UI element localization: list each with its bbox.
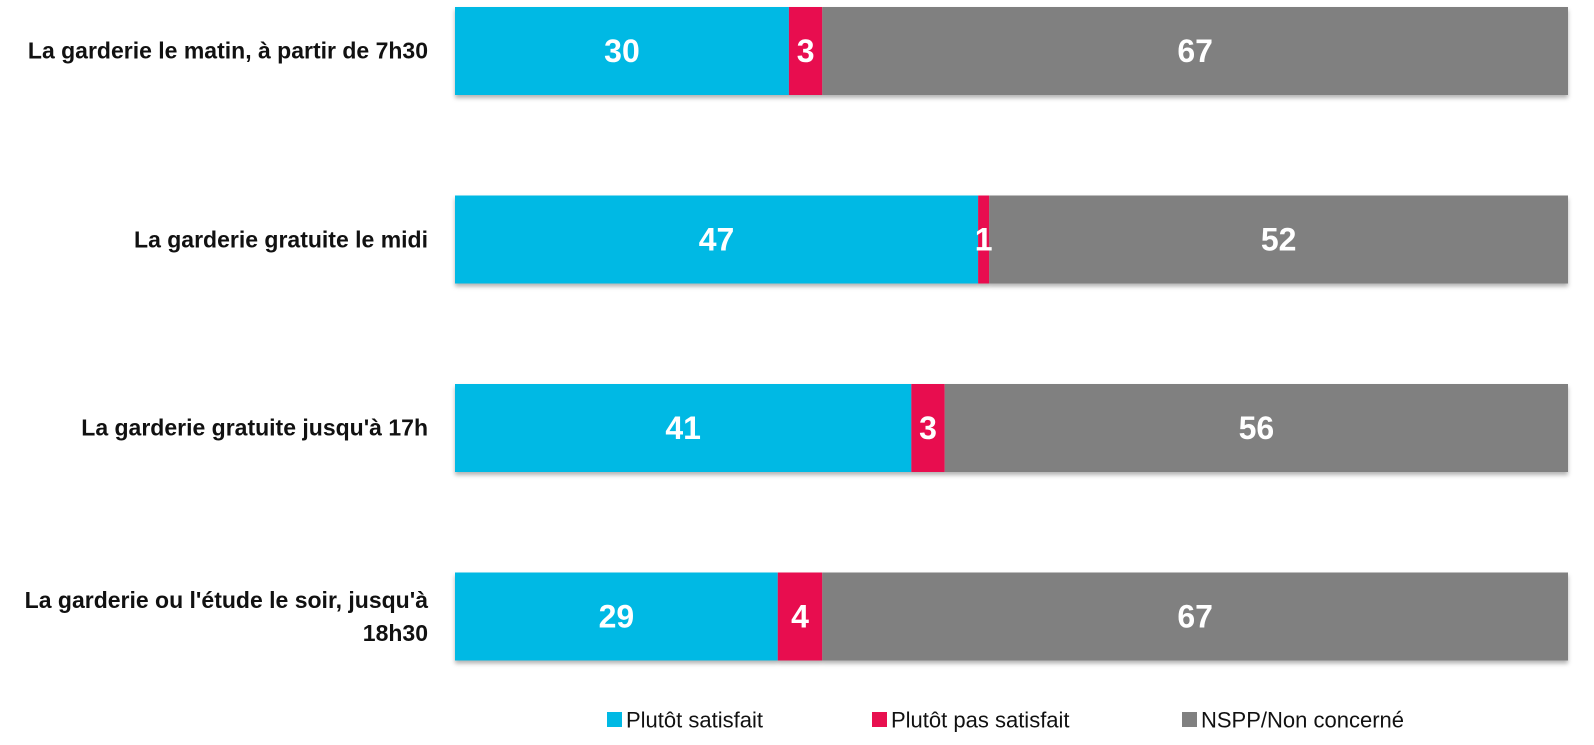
data-label: 30: [604, 33, 640, 69]
category-label: La garderie gratuite jusqu'à 17h: [81, 414, 428, 441]
legend-label: NSPP/Non concerné: [1201, 708, 1404, 733]
bar-segment: [944, 384, 1568, 472]
bar-segment: [455, 384, 912, 472]
bar-segment: [989, 195, 1568, 284]
bar-segment: [911, 384, 945, 472]
legend-swatch: [607, 712, 622, 727]
bar-segment: [788, 7, 823, 95]
bar-group: [455, 7, 1568, 95]
legend-swatch: [872, 712, 887, 727]
legend-label: Plutôt pas satisfait: [891, 708, 1070, 733]
bar-segment: [822, 7, 1568, 95]
bar-group: [455, 572, 1568, 661]
data-label: 3: [797, 33, 815, 69]
bar-group: [455, 195, 1568, 284]
bar-segment: [455, 7, 789, 95]
data-label: 3: [919, 410, 937, 446]
legend-label: Plutôt satisfait: [626, 708, 763, 733]
bar-segment: [455, 572, 778, 661]
data-label: 29: [599, 599, 635, 635]
category-label: La garderie le matin, à partir de 7h30: [27, 37, 428, 64]
bar-segment: [455, 195, 979, 284]
legend-swatch: [1182, 712, 1197, 727]
category-label: La garderie gratuite le midi: [134, 226, 428, 252]
data-label: 56: [1239, 410, 1275, 446]
bar-group: [455, 384, 1568, 472]
data-label: 47: [699, 222, 735, 258]
bar-segment: [822, 572, 1568, 661]
bar-segment: [978, 195, 990, 284]
data-label: 67: [1177, 33, 1213, 69]
bar-segment: [777, 572, 823, 661]
category-label: La garderie ou l'étude le soir, jusqu'à …: [24, 586, 428, 646]
data-label: 4: [791, 599, 809, 635]
data-label: 67: [1177, 599, 1213, 635]
data-label: 41: [665, 410, 701, 446]
data-label: 52: [1261, 222, 1297, 258]
data-label: 1: [975, 222, 993, 258]
